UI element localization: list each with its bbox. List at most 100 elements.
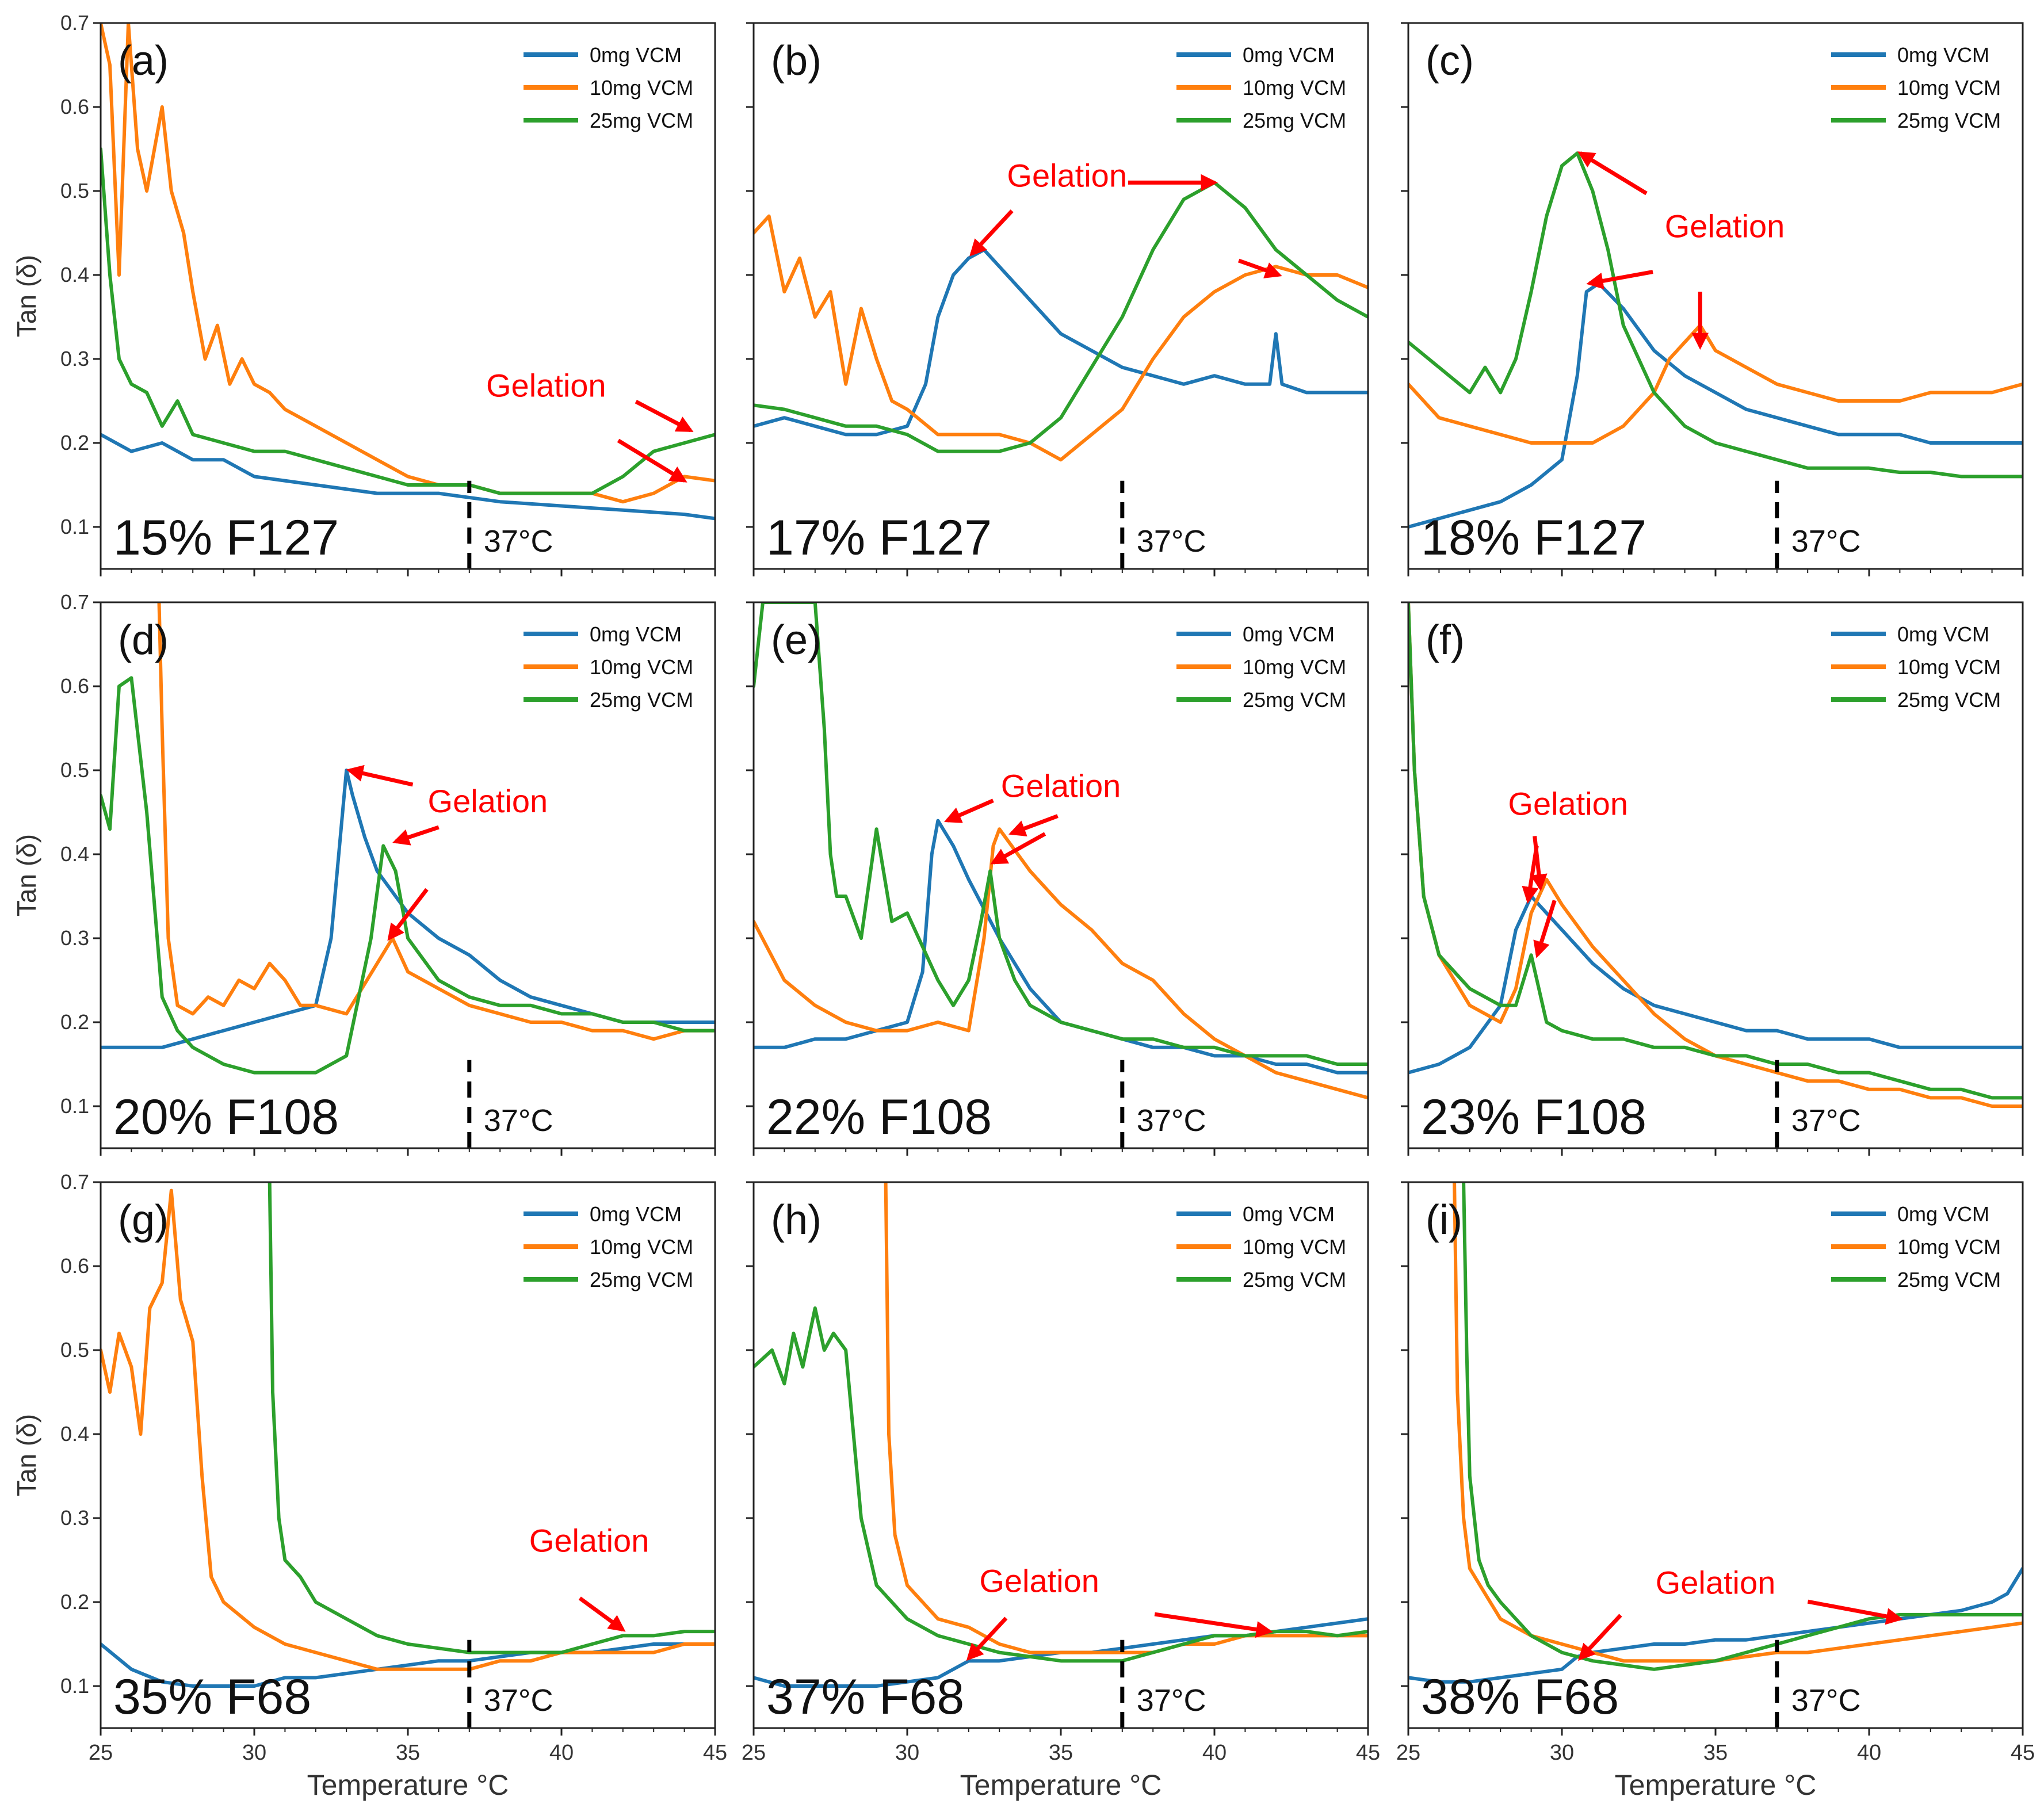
series-line-10mg-vcm xyxy=(754,827,1368,1100)
gelation-label: Gelation xyxy=(979,1562,1099,1599)
panel-g: 0.1 0.2 0.3 0.4 0.5 0.6 0.7 25 30 35 40 45 37°C (g) 35… xyxy=(60,1170,727,1765)
legend-label: 25mg VCM xyxy=(590,1268,693,1291)
legend-label: 25mg VCM xyxy=(1897,109,2001,132)
legend-label: 0mg VCM xyxy=(590,1202,682,1226)
series-group xyxy=(101,23,715,521)
ref-line-label: 37°C xyxy=(1137,1683,1206,1718)
ref-line-label: 37°C xyxy=(484,524,553,559)
y-tick-label: 0.3 xyxy=(60,926,89,950)
legend-label: 25mg VCM xyxy=(1897,688,2001,712)
y-tick-label: 0.1 xyxy=(60,1674,89,1698)
series-group xyxy=(754,181,1368,462)
series-line-0mg-vcm xyxy=(754,819,1368,1075)
gelation-arrow xyxy=(1533,900,1557,958)
panel-letter: (i) xyxy=(1426,1197,1462,1243)
panel-a: 0.1 0.2 0.3 0.4 0.5 0.6 0.7 37°C (a) 15% F127 0mg … xyxy=(60,11,716,576)
series-line-0mg-vcm xyxy=(101,1642,715,1688)
panel-letter: (b) xyxy=(771,38,822,84)
legend-label: 0mg VCM xyxy=(590,43,682,67)
panel-h: 25 30 35 40 45 37°C (h) 37% F68 0mg VCM 10mg VCM 2… xyxy=(742,1181,1380,1765)
gelation-arrow xyxy=(969,209,1014,257)
y-tick-label: 0.1 xyxy=(60,1094,89,1118)
x-tick-label: 25 xyxy=(89,1741,113,1765)
gelation-arrow xyxy=(578,1596,626,1632)
y-tick-label: 0.5 xyxy=(60,1338,89,1362)
series-line-25mg-vcm xyxy=(1408,151,2023,479)
legend-label: 0mg VCM xyxy=(1897,1202,1989,1226)
panel-d: 0.1 0.2 0.3 0.4 0.5 0.6 0.7 37°C (d) 20% F108 0mg … xyxy=(60,590,716,1156)
legend-label: 25mg VCM xyxy=(590,109,693,132)
series-line-25mg-vcm xyxy=(268,1182,715,1654)
y-tick-label: 0.4 xyxy=(60,263,89,286)
series-line-0mg-vcm xyxy=(1408,281,2023,529)
x-tick-label: 40 xyxy=(1857,1741,1881,1765)
x-tick-label: 25 xyxy=(742,1741,766,1765)
gelation-label: Gelation xyxy=(1665,208,1785,244)
x-tick-label: 45 xyxy=(2011,1741,2035,1765)
x-tick-label: 35 xyxy=(396,1741,420,1765)
series-group xyxy=(1408,602,2023,1108)
x-tick-label: 30 xyxy=(1550,1741,1574,1765)
panel-letter: (e) xyxy=(771,617,822,663)
panel-letter: (c) xyxy=(1426,38,1474,84)
legend-label: 10mg VCM xyxy=(590,655,693,679)
series-line-0mg-vcm xyxy=(101,769,715,1049)
y-tick-label: 0.6 xyxy=(60,674,89,698)
y-tick-label: 0.2 xyxy=(60,1010,89,1034)
sample-label: 20% F108 xyxy=(113,1090,339,1145)
y-tick-label: 0.7 xyxy=(60,11,89,35)
panel-c: 37°C (c) 18% F127 0mg VCM 10mg VCM 25mg VCM Ge… xyxy=(1401,22,2024,576)
gelation-arrow xyxy=(1154,1612,1273,1638)
gelation-label: Gelation xyxy=(428,783,548,819)
gelation-label: Gelation xyxy=(1656,1564,1776,1600)
ref-line-label: 37°C xyxy=(1137,524,1206,559)
y-axis-label: Tan (δ) xyxy=(12,255,41,337)
legend-label: 25mg VCM xyxy=(590,688,693,712)
gelation-label: Gelation xyxy=(486,368,606,404)
y-tick-label: 0.5 xyxy=(60,758,89,782)
legend-label: 10mg VCM xyxy=(1243,76,1346,100)
y-tick-label: 0.1 xyxy=(60,515,89,538)
gelation-arrow xyxy=(1578,1614,1622,1661)
gelation-arrow xyxy=(1577,151,1648,196)
axes-frame xyxy=(752,1181,1369,1729)
y-tick-label: 0.2 xyxy=(60,431,89,454)
legend-label: 10mg VCM xyxy=(590,76,693,100)
ref-line-label: 37°C xyxy=(1791,524,1861,559)
sample-label: 15% F127 xyxy=(113,510,339,565)
gelation-arrow xyxy=(635,400,694,433)
sample-label: 23% F108 xyxy=(1421,1090,1646,1145)
series-line-25mg-vcm xyxy=(101,676,715,1075)
legend-label: 10mg VCM xyxy=(1243,655,1346,679)
x-axis-label: Temperature °C xyxy=(307,1769,509,1801)
series-group xyxy=(754,602,1368,1100)
gelation-arrow xyxy=(1237,258,1282,278)
x-tick-label: 30 xyxy=(895,1741,919,1765)
ref-line-label: 37°C xyxy=(484,1103,553,1138)
legend-label: 0mg VCM xyxy=(590,622,682,646)
gelation-label: Gelation xyxy=(1508,785,1628,821)
ref-line-label: 37°C xyxy=(484,1683,553,1718)
x-axis-label: Temperature °C xyxy=(960,1769,1162,1801)
axes-frame xyxy=(752,601,1369,1149)
series-line-25mg-vcm xyxy=(754,602,1368,1066)
axes-frame xyxy=(100,1181,716,1729)
legend-label: 10mg VCM xyxy=(1897,655,2001,679)
y-tick-label: 0.5 xyxy=(60,179,89,202)
axes-frame xyxy=(1407,1181,2024,1729)
series-line-10mg-vcm xyxy=(101,1188,715,1671)
y-tick-label: 0.4 xyxy=(60,842,89,866)
sample-label: 37% F68 xyxy=(766,1669,964,1725)
x-tick-label: 35 xyxy=(1703,1741,1728,1765)
axes-frame xyxy=(100,601,716,1149)
series-line-25mg-vcm xyxy=(1408,602,2023,1100)
sample-label: 18% F127 xyxy=(1421,510,1646,565)
y-tick-label: 0.4 xyxy=(60,1422,89,1446)
gelation-arrow xyxy=(1807,1599,1904,1625)
y-tick-label: 0.2 xyxy=(60,1590,89,1614)
gelation-arrow xyxy=(1530,836,1548,892)
legend-label: 25mg VCM xyxy=(1243,688,1346,712)
gelation-arrow xyxy=(617,438,687,483)
series-line-0mg-vcm xyxy=(754,248,1368,437)
